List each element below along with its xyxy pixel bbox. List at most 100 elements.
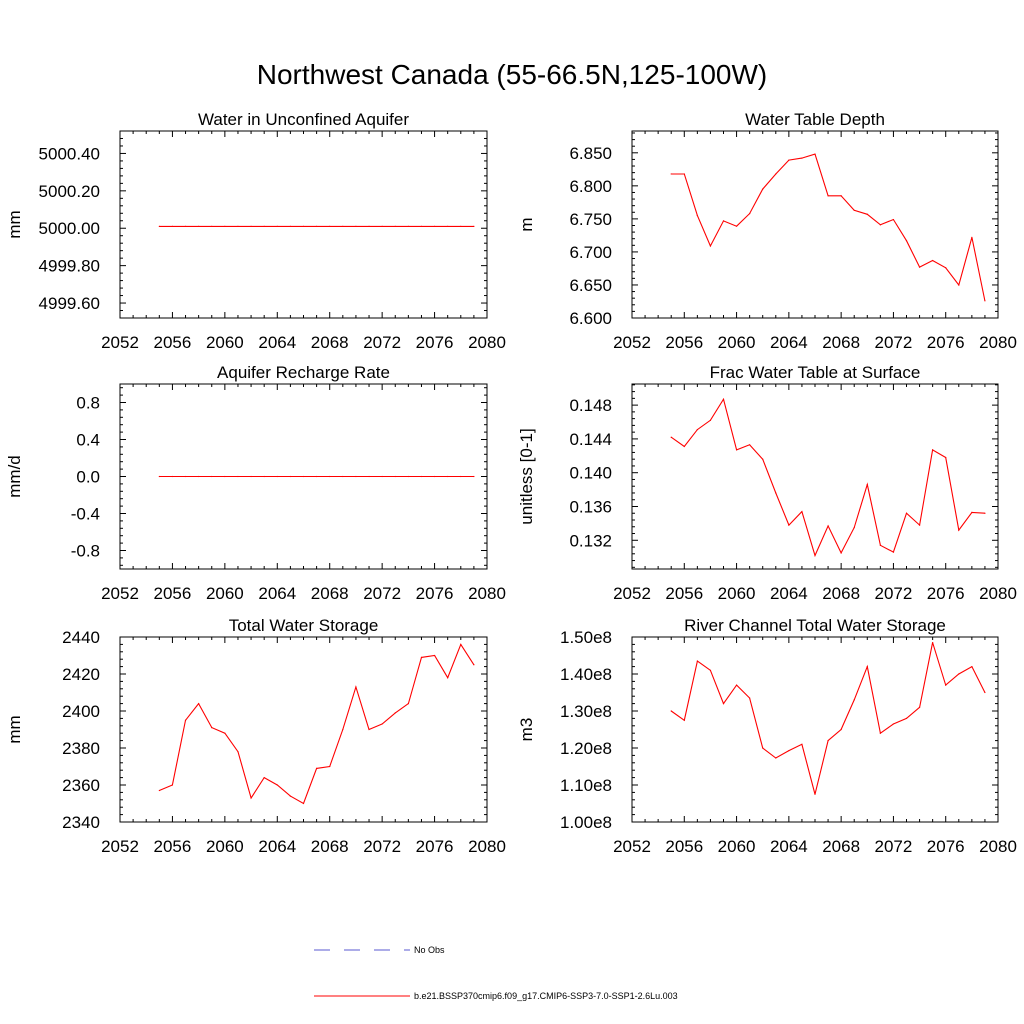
data-point: [237, 475, 239, 478]
panel-title: Frac Water Table at Surface: [710, 363, 921, 382]
data-point: [381, 723, 383, 725]
data-point: [814, 554, 816, 557]
y-tick-label: 5000.00: [39, 219, 100, 238]
data-point: [814, 153, 816, 155]
data-point: [683, 719, 685, 721]
data-point: [775, 757, 777, 759]
data-point: [840, 195, 842, 197]
x-tick-label: 2064: [258, 333, 296, 352]
data-point: [918, 706, 921, 708]
data-point: [289, 475, 291, 478]
x-tick-label: 2076: [927, 584, 965, 603]
plot-frame: [631, 383, 999, 570]
data-point: [853, 699, 855, 701]
data-point: [788, 159, 790, 161]
data-point: [984, 691, 986, 694]
x-tick-label: 2068: [822, 837, 860, 856]
y-tick-label: 2380: [62, 739, 100, 758]
data-point: [184, 475, 187, 478]
data-point: [696, 429, 698, 431]
x-tick-label: 2052: [101, 584, 139, 603]
y-tick-label: 6.700: [569, 243, 612, 262]
data-point: [801, 510, 803, 513]
data-point: [709, 669, 712, 671]
data-point: [342, 728, 344, 731]
data-point: [709, 245, 712, 247]
data-point: [276, 475, 278, 478]
y-tick-label: 0.140: [569, 464, 612, 483]
data-point: [879, 544, 881, 546]
data-point: [394, 475, 396, 478]
y-tick-label: 6.650: [569, 276, 612, 295]
panel-title: River Channel Total Water Storage: [684, 616, 946, 635]
x-tick-label: 2060: [206, 333, 244, 352]
x-tick-label: 2060: [206, 837, 244, 856]
x-tick-label: 2068: [311, 837, 349, 856]
panel-title: Total Water Storage: [229, 616, 379, 635]
series-line-1: [671, 153, 986, 301]
x-tick-label: 2080: [979, 837, 1017, 856]
y-axis-label: m: [517, 217, 536, 231]
plot-frame: [119, 130, 488, 319]
data-point: [198, 225, 200, 227]
data-point: [460, 225, 462, 227]
y-tick-label: 4999.60: [39, 294, 100, 313]
data-point: [250, 475, 252, 478]
data-point: [276, 225, 278, 227]
data-point: [420, 225, 423, 227]
data-point: [722, 220, 725, 222]
y-tick-label: 0.136: [569, 497, 612, 516]
data-point: [447, 475, 449, 478]
y-axis-label: unitless [0-1]: [517, 428, 536, 524]
x-tick-label: 2064: [258, 584, 296, 603]
y-tick-label: 1.40e8: [560, 665, 612, 684]
data-point: [158, 225, 160, 227]
x-tick-label: 2080: [979, 333, 1017, 352]
data-point: [735, 225, 738, 227]
data-point: [368, 225, 370, 227]
y-tick-label: 5000.20: [39, 182, 100, 201]
panels: Water in Unconfined Aquifer mm 2052 2056 206…: [5, 110, 1017, 856]
data-point: [407, 703, 409, 705]
panel-4: Frac Water Table at Surface unitless [0-1…: [517, 363, 1017, 603]
data-point: [892, 551, 895, 553]
data-point: [211, 727, 213, 729]
panel-3: Aquifer Recharge Rate mm/d 2052 2056 2060 206…: [5, 363, 506, 603]
data-point: [158, 789, 160, 792]
data-point: [289, 795, 291, 797]
y-tick-label: -0.8: [71, 542, 100, 561]
data-point: [722, 398, 725, 400]
series-line-1: [670, 642, 986, 795]
y-tick-label: 6.750: [569, 210, 612, 229]
data-point: [932, 449, 934, 451]
x-tick-label: 2052: [613, 584, 651, 603]
x-tick-label: 2080: [468, 333, 506, 352]
data-point: [984, 512, 986, 514]
data-point: [433, 475, 436, 478]
data-point: [945, 267, 947, 269]
x-tick-label: 2068: [311, 584, 349, 603]
y-tick-label: 6.800: [569, 177, 612, 196]
x-tick-label: 2072: [363, 333, 401, 352]
data-point: [670, 436, 672, 438]
data-point: [420, 475, 423, 478]
y-tick-label: 1.20e8: [560, 739, 612, 758]
data-point: [224, 732, 226, 734]
x-tick-label: 2072: [875, 584, 913, 603]
x-tick-label: 2076: [927, 837, 965, 856]
y-tick-label: 2340: [62, 813, 100, 832]
data-point: [237, 751, 239, 753]
x-tick-label: 2052: [613, 837, 651, 856]
data-point: [473, 475, 475, 478]
y-axis-label: mm: [5, 715, 24, 743]
y-tick-label: 2420: [62, 665, 100, 684]
y-axis-label: m3: [517, 718, 536, 742]
data-point: [971, 666, 973, 668]
data-point: [184, 225, 187, 227]
x-tick-label: 2052: [613, 333, 651, 352]
data-point: [945, 456, 947, 459]
data-point: [840, 728, 842, 731]
y-tick-label: 2400: [62, 702, 100, 721]
data-point: [932, 259, 934, 262]
y-tick-label: 0.144: [569, 430, 612, 449]
